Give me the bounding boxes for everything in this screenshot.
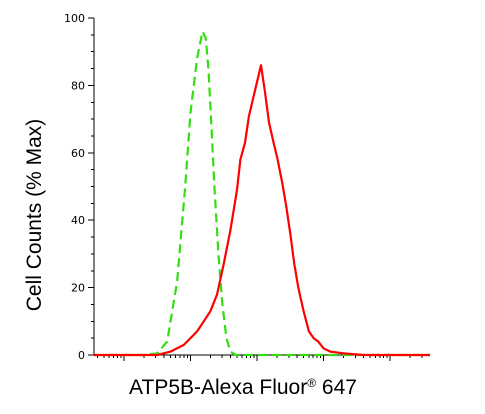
series-group — [94, 30, 430, 357]
y-tick-label: 60 — [71, 147, 85, 160]
series-line-1 — [94, 30, 430, 357]
y-axis-ticks: 0 20 40 60 80 100 — [64, 12, 94, 362]
series-line-2 — [94, 64, 430, 357]
y-tick-label: 80 — [71, 79, 85, 92]
y-axis-title: Cell Counts (% Max) — [23, 119, 46, 312]
x-axis-title-superscript: ® — [307, 376, 316, 390]
x-axis-title: ATP5B-Alexa Fluor® 647 — [129, 376, 357, 399]
y-tick-label: 0 — [78, 349, 85, 362]
y-tick-label: 20 — [71, 282, 85, 295]
x-axis-title-main: ATP5B-Alexa Fluor — [129, 376, 307, 399]
y-tick-label: 100 — [64, 12, 85, 25]
x-axis-title-suffix: 647 — [316, 376, 357, 399]
y-tick-label: 40 — [71, 214, 85, 227]
